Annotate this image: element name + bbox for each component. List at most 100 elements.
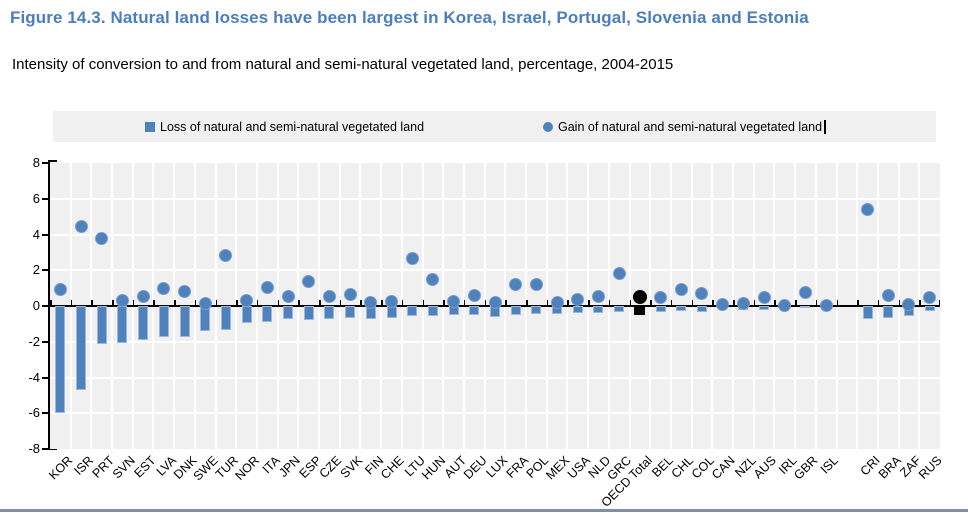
loss-bar xyxy=(241,306,252,323)
h-gridline xyxy=(50,197,940,200)
gain-dot xyxy=(219,249,233,263)
h-gridline xyxy=(50,412,940,415)
category-label: ISL xyxy=(818,453,842,477)
loss-bar xyxy=(158,306,169,338)
loss-bar xyxy=(883,306,894,318)
gain-dot xyxy=(53,283,67,297)
y-axis-tick-label: -4 xyxy=(28,369,40,385)
gain-dot xyxy=(591,289,605,303)
category-label: GBR xyxy=(791,453,821,483)
y-axis-tick xyxy=(42,376,48,379)
legend-item-gain[interactable]: Gain of natural and semi-natural vegetat… xyxy=(543,111,826,142)
y-axis-tick-label: 0 xyxy=(32,298,40,313)
category-axis-tick xyxy=(712,300,714,306)
loss-bar xyxy=(96,306,107,345)
loss-bar xyxy=(696,306,707,313)
figure-subtitle: Intensity of conversion to and from natu… xyxy=(12,56,674,73)
loss-bar xyxy=(510,306,521,315)
gain-dot xyxy=(467,288,481,302)
loss-bar xyxy=(76,306,87,390)
h-gridline xyxy=(50,340,940,343)
loss-bar xyxy=(655,306,666,313)
figure-bottom-rule xyxy=(0,509,968,512)
category-axis-tick xyxy=(691,300,694,306)
loss-bar xyxy=(427,306,438,316)
category-axis-tick xyxy=(546,300,549,306)
gain-dot xyxy=(488,295,502,309)
y-axis-tick xyxy=(42,412,48,415)
gain-dot xyxy=(426,272,440,286)
loss-bar xyxy=(262,306,273,323)
category-axis-tick xyxy=(339,300,342,306)
h-gridline xyxy=(50,269,940,272)
gain-dot xyxy=(405,252,419,266)
loss-bar xyxy=(469,306,480,315)
gain-series-swatch-icon xyxy=(543,121,553,132)
category-axis-tick xyxy=(567,300,569,306)
gain-dot xyxy=(736,296,750,310)
category-axis-tick xyxy=(381,300,383,306)
category-axis-tick xyxy=(836,300,838,306)
category-axis-tick xyxy=(298,300,300,306)
gain-dot xyxy=(198,296,212,310)
loss-bar xyxy=(572,306,583,314)
gain-dot xyxy=(612,267,626,281)
y-axis-tick-label: 8 xyxy=(32,155,40,170)
category-label: RUS xyxy=(916,453,945,482)
x-axis-labels: KOR ISR PRT SVN EST LVA DNK SWE TUR NOR ITA JPN ESP C… xyxy=(46,449,944,509)
category-axis-tick xyxy=(319,300,321,306)
gain-dot xyxy=(447,295,461,309)
y-axis-tick-label: 2 xyxy=(32,262,40,278)
plot-area xyxy=(50,163,940,449)
h-gridline xyxy=(50,376,940,379)
category-axis-tick xyxy=(505,300,507,306)
gain-dot xyxy=(240,294,254,308)
gain-dot xyxy=(385,295,398,309)
gain-dot xyxy=(902,297,916,311)
category-axis-tick xyxy=(112,300,114,306)
gain-dot xyxy=(571,293,585,307)
gain-dot xyxy=(95,232,109,246)
loss-bar xyxy=(759,306,770,310)
loss-series-swatch-icon xyxy=(145,121,155,132)
category-axis-tick xyxy=(70,300,73,306)
gain-dot xyxy=(343,287,357,301)
gain-dot xyxy=(364,295,378,309)
category-axis-tick xyxy=(919,300,921,306)
gain-dot xyxy=(695,286,709,300)
category-axis-tick xyxy=(153,300,155,306)
loss-bar xyxy=(220,306,231,331)
category-axis-tick xyxy=(898,300,901,306)
category-axis-tick xyxy=(774,300,776,306)
y-axis-line xyxy=(48,160,50,450)
category-axis-tick xyxy=(443,300,445,306)
y-axis-tick xyxy=(42,162,48,164)
gain-dot xyxy=(654,291,668,305)
loss-bar xyxy=(862,306,873,319)
loss-bar xyxy=(676,306,687,312)
legend-item-loss[interactable]: Loss of natural and semi-natural vegetat… xyxy=(145,111,424,142)
category-axis-tick xyxy=(670,300,673,306)
category-axis-tick xyxy=(277,300,280,306)
y-axis-bottom-stub xyxy=(48,448,57,450)
y-axis-top-stub xyxy=(48,160,57,162)
category-axis-tick xyxy=(132,300,135,306)
category-axis-tick xyxy=(194,300,197,306)
gain-dot xyxy=(881,288,895,302)
gain-dot xyxy=(115,294,129,308)
y-axis-tick-label: -2 xyxy=(28,333,40,349)
y-axis-tick xyxy=(42,197,48,200)
loss-bar xyxy=(407,306,418,316)
h-gridline xyxy=(50,233,940,236)
gain-dot xyxy=(322,289,336,303)
category-axis-tick xyxy=(650,300,652,306)
category-axis-tick xyxy=(422,300,425,306)
category-axis-tick xyxy=(588,300,590,306)
loss-bar xyxy=(179,306,190,338)
loss-bar xyxy=(283,306,294,320)
gain-dot xyxy=(757,290,771,304)
category-axis-tick xyxy=(401,300,404,306)
loss-bar xyxy=(924,306,935,312)
gain-dot xyxy=(550,295,564,309)
category-axis-tick xyxy=(815,300,818,306)
